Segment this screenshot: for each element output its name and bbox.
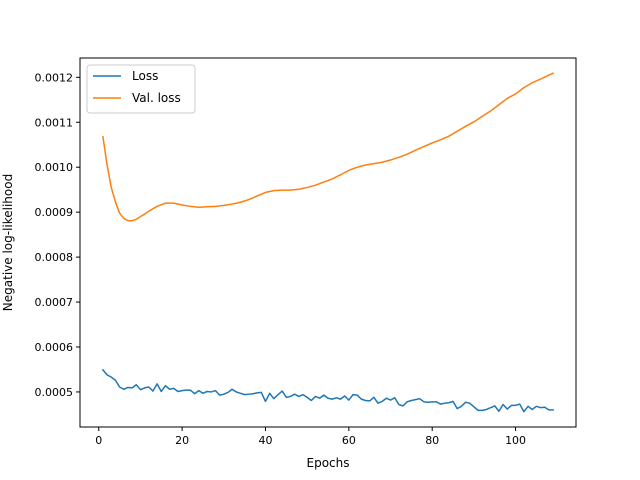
axes-frame [79, 57, 577, 428]
y-tick-label: 0.0007 [35, 296, 74, 309]
x-tick-label: 20 [175, 434, 189, 447]
y-tick-label: 0.0011 [35, 116, 74, 129]
x-tick-label: 0 [95, 434, 102, 447]
axes: 0 20 40 60 80 100 0.0005 0.0006 0.0007 0.0008 0.00… [35, 57, 577, 447]
series-line-val-loss [102, 72, 555, 222]
y-tick-label: 0.0008 [35, 251, 74, 264]
y-tick-label: 0.0009 [35, 206, 74, 219]
plot-area [101, 72, 555, 413]
x-tick-label: 60 [342, 434, 356, 447]
x-tick-label: 80 [425, 434, 439, 447]
legend-box [86, 64, 196, 114]
y-axis-label: Negative log-likelihood [1, 174, 15, 311]
x-axis-label: Epochs [307, 456, 350, 470]
legend: Loss Val. loss [86, 64, 196, 114]
y-tick-label: 0.0012 [35, 71, 74, 84]
legend-label-loss: Loss [132, 69, 158, 83]
x-tick-label: 100 [505, 434, 526, 447]
y-tick-label: 0.0005 [35, 386, 74, 399]
series-line-loss [101, 368, 554, 413]
x-tick-label: 40 [258, 434, 272, 447]
y-tick-label: 0.0006 [35, 341, 74, 354]
legend-label-val-loss: Val. loss [132, 91, 181, 105]
y-tick-label: 0.0010 [35, 161, 74, 174]
